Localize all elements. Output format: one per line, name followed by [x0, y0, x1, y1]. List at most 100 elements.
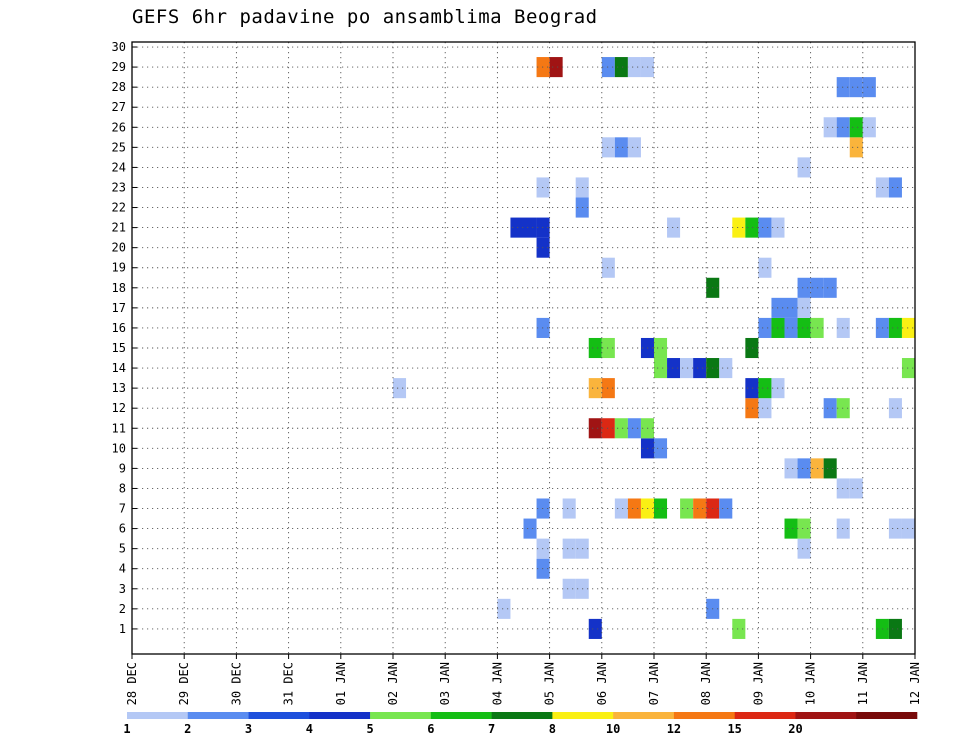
heatmap-cell	[745, 378, 759, 399]
heatmap-cell	[784, 518, 798, 539]
heatmap-cell	[849, 478, 863, 499]
heatmap-cell	[836, 117, 850, 138]
y-tick-label: 3	[119, 582, 126, 596]
heatmap-cell	[693, 358, 707, 379]
y-tick-label: 12	[112, 401, 126, 415]
x-tick-label: 08 JAN	[699, 662, 713, 705]
y-tick-label: 10	[112, 441, 126, 455]
heatmap-cell	[654, 498, 668, 519]
x-tick-label: 10 JAN	[804, 662, 818, 705]
heatmap-cell	[614, 57, 628, 78]
heatmap-cell	[797, 157, 811, 178]
colorbar-label: 15	[727, 722, 741, 736]
y-tick-label: 28	[112, 80, 126, 94]
y-tick-label: 5	[119, 542, 126, 556]
heatmap-cell	[888, 518, 902, 539]
colorbar-label: 10	[606, 722, 620, 736]
y-tick-label: 16	[112, 321, 126, 335]
y-tick-label: 2	[119, 602, 126, 616]
y-tick-label: 6	[119, 522, 126, 536]
y-tick-label: 1	[119, 622, 126, 636]
x-tick-label: 28 DEC	[125, 662, 139, 705]
heatmap-cell	[901, 317, 915, 338]
y-tick-label: 24	[112, 160, 126, 174]
heatmap-cells	[393, 57, 915, 639]
heatmap-cell	[601, 337, 615, 359]
heatmap-cell	[745, 398, 759, 419]
heatmap-cell	[849, 77, 863, 98]
heatmap-cell	[797, 518, 811, 539]
x-tick-label: 05 JAN	[543, 662, 557, 705]
heatmap-cell	[784, 458, 798, 479]
colorbar-legend: 1 2 3 4 5 6 7 8 10 12 15 20	[123, 712, 918, 736]
heatmap-cell	[510, 217, 524, 238]
heatmap-cell	[797, 317, 811, 338]
y-tick-label: 18	[112, 281, 126, 295]
heatmap-cell	[836, 317, 850, 338]
heatmap-cell	[719, 498, 733, 519]
x-tick-label: 07 JAN	[647, 662, 661, 705]
y-tick-label: 15	[112, 341, 126, 355]
y-tick-label: 14	[112, 361, 126, 375]
heatmap-cell	[627, 137, 641, 158]
heatmap-cell	[888, 317, 902, 338]
heatmap-cell	[797, 277, 811, 298]
heatmap-cell	[614, 418, 628, 439]
heatmap-cell	[823, 117, 837, 138]
colorbar-swatch	[613, 712, 675, 719]
y-tick-label: 19	[112, 261, 126, 275]
y-tick-label: 25	[112, 140, 126, 154]
heatmap-cell	[719, 358, 733, 379]
heatmap-cell	[784, 317, 798, 338]
y-tick-label: 13	[112, 381, 126, 395]
y-tick-label: 22	[112, 201, 126, 215]
heatmap-cell	[601, 57, 615, 78]
y-tick-label: 11	[112, 421, 126, 435]
y-tick-label: 9	[119, 461, 126, 475]
heatmap-cell	[588, 418, 602, 439]
heatmap-cell	[601, 378, 615, 399]
heatmap-cell	[849, 117, 863, 138]
heatmap-cell	[562, 578, 576, 599]
colorbar-label: 3	[245, 722, 252, 736]
heatmap-cell	[758, 217, 772, 238]
heatmap-cell	[549, 57, 563, 78]
colorbar-swatch	[430, 712, 492, 719]
heatmap-cell	[601, 257, 615, 278]
x-tick-label: 12 JAN	[908, 662, 922, 705]
x-tick-label: 04 JAN	[490, 662, 504, 705]
y-tick-label: 4	[119, 562, 126, 576]
colorbar-label: 1	[123, 722, 130, 736]
heatmap-cell	[588, 618, 602, 639]
x-tick-label: 30 DEC	[229, 662, 243, 705]
x-tick-label: 01 JAN	[334, 662, 348, 705]
y-axis: 1234567891011121314151617181920212223242…	[112, 40, 137, 636]
heatmap-cell	[745, 217, 759, 238]
colorbar-label: 8	[549, 722, 556, 736]
heatmap-cell	[888, 398, 902, 419]
heatmap-cell	[680, 498, 694, 519]
colorbar-label: 12	[667, 722, 681, 736]
heatmap-cell	[849, 137, 863, 158]
heatmap-cell	[862, 117, 876, 138]
colorbar-label: 20	[788, 722, 802, 736]
x-axis: 28 DEC 29 DEC 30 DEC 31 DEC 01 JAN 02 JAN 03 J…	[125, 654, 922, 705]
heatmap-cell	[601, 137, 615, 158]
heatmap-cell	[758, 317, 772, 338]
heatmap-cell	[823, 398, 837, 419]
heatmap-cell	[654, 337, 668, 359]
x-tick-label: 03 JAN	[438, 662, 452, 705]
heatmap-cell	[758, 257, 772, 278]
x-tick-label: 11 JAN	[856, 662, 870, 705]
colorbar-label: 5	[366, 722, 373, 736]
y-tick-label: 21	[112, 221, 126, 235]
heatmap-cell	[797, 458, 811, 479]
heatmap-cell	[823, 277, 837, 298]
colorbar-label: 4	[306, 722, 313, 736]
colorbar-label: 2	[184, 722, 191, 736]
heatmap-cell	[627, 418, 641, 439]
heatmap-cell	[614, 498, 628, 519]
heatmap-cell	[836, 77, 850, 98]
heatmap-cell	[562, 538, 576, 559]
y-tick-label: 23	[112, 180, 126, 194]
